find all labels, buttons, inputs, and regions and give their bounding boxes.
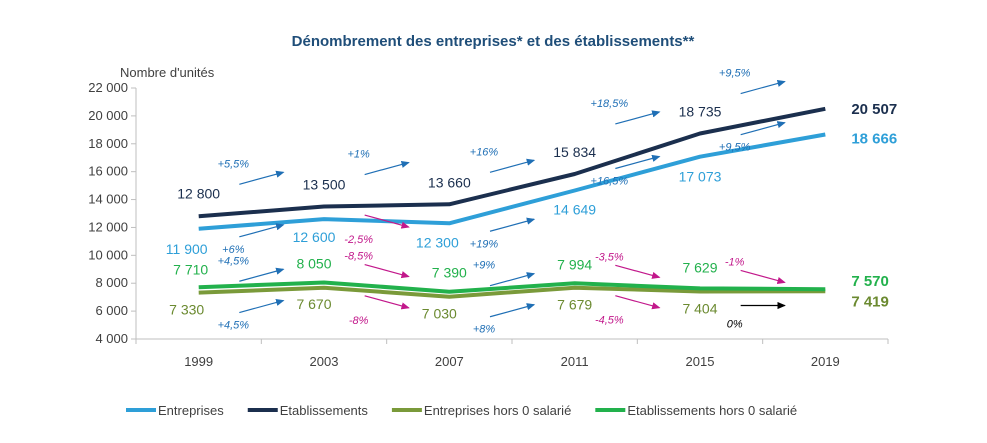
- y-tick-label: 18 000: [88, 136, 128, 151]
- data-label: 7 710: [173, 261, 208, 277]
- change-arrow: [364, 295, 410, 310]
- data-label: 14 649: [553, 202, 596, 218]
- change-arrow: [364, 160, 410, 176]
- data-label: 12 800: [177, 185, 220, 201]
- change-label: -8%: [349, 315, 369, 327]
- change-arrow: [740, 79, 786, 95]
- change-label: +5,5%: [218, 158, 250, 170]
- change-label: 0%: [727, 319, 743, 331]
- data-label: 18 666: [851, 130, 897, 147]
- y-tick-label: 12 000: [88, 219, 128, 234]
- change-label: +1%: [348, 149, 371, 161]
- x-tick-label: 2011: [561, 354, 589, 369]
- change-label: -4,5%: [595, 315, 624, 327]
- data-label: 7 670: [296, 296, 331, 312]
- change-arrow: [740, 121, 786, 136]
- data-label: 7 390: [432, 265, 467, 281]
- x-tick-label: 1999: [184, 354, 213, 369]
- data-label: 20 507: [851, 101, 897, 118]
- data-label: 7 679: [557, 297, 592, 313]
- series-line-0: [198, 132, 826, 231]
- change-arrow: [364, 263, 410, 279]
- change-arrow: [615, 154, 661, 170]
- series-line-3: [198, 280, 826, 294]
- change-label: +16,5%: [591, 176, 629, 188]
- x-tick-label: 2015: [686, 354, 715, 369]
- change-label: +19%: [470, 238, 499, 250]
- series-line-1: [198, 106, 826, 219]
- y-tick-label: 22 000: [88, 80, 128, 95]
- data-label: 15 834: [553, 144, 596, 160]
- change-label: +16%: [470, 146, 499, 158]
- change-label: +4,5%: [218, 320, 250, 332]
- change-label: -3,5%: [595, 251, 624, 263]
- data-label: 7 330: [169, 302, 204, 318]
- data-label: 12 600: [293, 229, 336, 245]
- change-arrow: [615, 264, 661, 279]
- data-label: 7 629: [682, 259, 717, 275]
- data-label: 7 404: [682, 301, 717, 317]
- change-label: +9,5%: [719, 68, 751, 80]
- y-tick-label: 16 000: [88, 164, 128, 179]
- y-axis-label: Nombre d'unités: [120, 65, 215, 80]
- chart-title: Dénombrement des entreprises* et des éta…: [292, 33, 695, 50]
- x-tick-label: 2003: [310, 354, 339, 369]
- change-arrow: [239, 298, 285, 314]
- change-arrow: [489, 303, 536, 318]
- y-tick-label: 14 000: [88, 192, 128, 207]
- change-arrow: [489, 217, 536, 232]
- y-tick-label: 4 000: [95, 331, 128, 346]
- y-tick-label: 6 000: [95, 303, 128, 318]
- data-label: 13 500: [303, 177, 346, 193]
- data-label: 11 900: [166, 241, 208, 257]
- data-label: 7 570: [851, 273, 889, 290]
- data-label: 7 030: [422, 306, 457, 322]
- change-arrow: [615, 295, 661, 310]
- y-tick-label: 8 000: [95, 275, 128, 290]
- data-label: 13 660: [428, 174, 471, 190]
- change-label: +9%: [473, 260, 496, 272]
- legend-label: Entreprises hors 0 salarié: [424, 403, 571, 418]
- change-arrow: [740, 269, 786, 284]
- change-label: -2,5%: [344, 234, 373, 246]
- change-label: +9,5%: [719, 142, 751, 154]
- series-line-2: [198, 285, 826, 299]
- change-arrow: [239, 267, 285, 282]
- data-label: 12 300: [416, 234, 459, 250]
- data-label: 7 419: [851, 293, 889, 310]
- legend-label: Entreprises: [158, 403, 224, 418]
- x-tick-label: 2007: [435, 354, 464, 369]
- change-arrow: [489, 272, 536, 287]
- change-label: +6%: [222, 244, 245, 256]
- change-label: -1%: [725, 256, 745, 268]
- legend-label: Etablissements: [280, 403, 369, 418]
- change-arrow: [364, 214, 410, 229]
- y-tick-label: 10 000: [88, 247, 128, 262]
- change-arrow: [239, 223, 285, 238]
- change-arrow: [239, 170, 285, 185]
- change-arrow: [489, 158, 536, 173]
- change-label: +18,5%: [591, 98, 629, 110]
- data-label: 8 050: [296, 256, 331, 272]
- change-label: +8%: [473, 324, 496, 336]
- data-label: 18 735: [679, 104, 722, 120]
- change-label: -8,5%: [344, 251, 373, 263]
- y-tick-label: 20 000: [88, 108, 128, 123]
- x-tick-label: 2019: [811, 354, 840, 369]
- change-label: +4,5%: [218, 255, 250, 267]
- change-arrow: [615, 110, 661, 125]
- data-label: 7 994: [557, 256, 592, 272]
- legend-label: Etablissements hors 0 salarié: [627, 403, 797, 418]
- data-label: 17 073: [679, 169, 722, 185]
